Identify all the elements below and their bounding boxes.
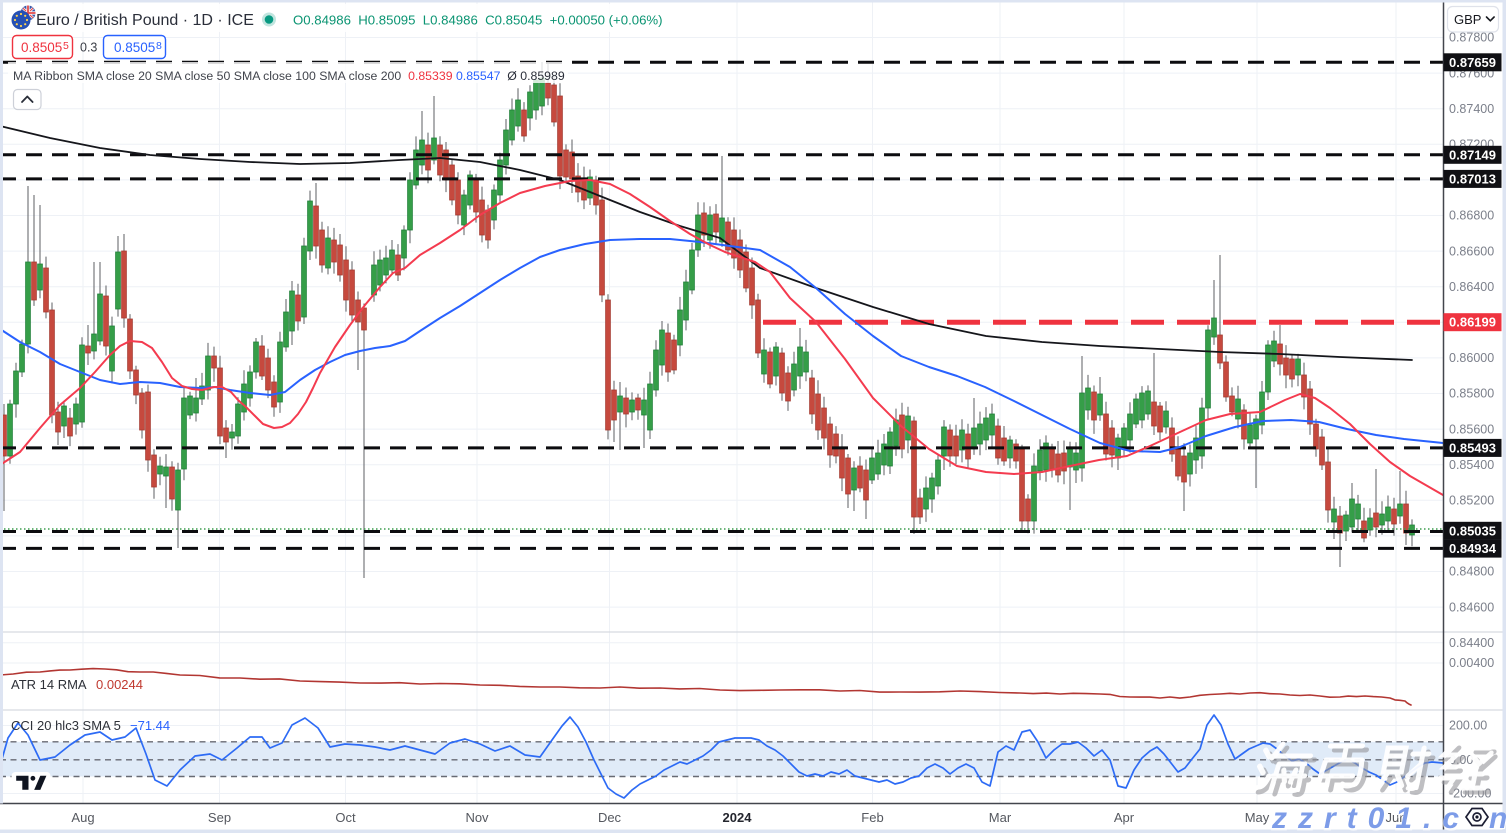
svg-text:0.84400: 0.84400 (1449, 636, 1494, 650)
svg-text:0.86000: 0.86000 (1449, 351, 1494, 365)
svg-text:MA Ribbon SMA close 20 SMA clo: MA Ribbon SMA close 20 SMA close 50 SMA … (13, 69, 565, 83)
svg-text:0.3: 0.3 (80, 41, 97, 55)
svg-text:O0.84986 H0.85095 L0.84986: O0.84986 H0.85095 L0.84986 C0.85045 +0.0… (293, 13, 663, 28)
svg-text:0.86400: 0.86400 (1449, 280, 1494, 294)
svg-text:0.00244: 0.00244 (96, 677, 143, 692)
svg-text:May: May (1245, 810, 1270, 825)
svg-text:Feb: Feb (861, 810, 883, 825)
svg-text:0.8505: 0.8505 (21, 40, 62, 55)
svg-text:0.84600: 0.84600 (1449, 600, 1494, 614)
svg-text:0.84800: 0.84800 (1449, 565, 1494, 579)
svg-text:2024: 2024 (723, 810, 753, 825)
svg-text:8: 8 (156, 40, 162, 52)
svg-text:0.8505: 0.8505 (114, 40, 155, 55)
svg-text:Mar: Mar (989, 810, 1012, 825)
svg-text:200.00: 200.00 (1449, 719, 1487, 733)
svg-text:Dec: Dec (598, 810, 622, 825)
svg-text:0.85200: 0.85200 (1449, 494, 1494, 508)
svg-text:−71.44: −71.44 (130, 718, 170, 733)
svg-text:0.86600: 0.86600 (1449, 244, 1494, 258)
svg-text:Sep: Sep (208, 810, 231, 825)
svg-text:0.00400: 0.00400 (1449, 656, 1494, 670)
svg-text:Apr: Apr (1114, 810, 1135, 825)
svg-text:ATR 14 RMA: ATR 14 RMA (11, 677, 87, 692)
svg-text:0.86800: 0.86800 (1449, 209, 1494, 223)
svg-text:GBP: GBP (1454, 12, 1481, 27)
svg-text:0.86199: 0.86199 (1449, 315, 1496, 330)
svg-text:5: 5 (63, 40, 69, 52)
svg-text:0.87013: 0.87013 (1449, 171, 1496, 186)
svg-text:0.87800: 0.87800 (1449, 31, 1494, 45)
svg-text:0.85493: 0.85493 (1449, 440, 1496, 455)
svg-text:0.87149: 0.87149 (1449, 147, 1496, 162)
svg-text:0.85600: 0.85600 (1449, 422, 1494, 436)
svg-text:0.87400: 0.87400 (1449, 102, 1494, 116)
svg-text:n: n (1490, 803, 1506, 833)
svg-text:Euro / British Pound · 1D · IC: Euro / British Pound · 1D · ICE (36, 12, 254, 29)
svg-text:0.85400: 0.85400 (1449, 458, 1494, 472)
svg-text:Oct: Oct (335, 810, 356, 825)
svg-text:Aug: Aug (71, 810, 94, 825)
svg-text:Nov: Nov (465, 810, 489, 825)
svg-text:0.85035: 0.85035 (1449, 523, 1496, 538)
svg-text:zzrt01.c: zzrt01.c (1271, 802, 1470, 833)
svg-text:0.84934: 0.84934 (1449, 541, 1497, 556)
svg-text:n: n (1489, 802, 1506, 833)
svg-text:0.87659: 0.87659 (1449, 55, 1496, 70)
svg-text:Jun: Jun (1386, 810, 1407, 825)
svg-text:CCI 20 hlc3 SMA 5: CCI 20 hlc3 SMA 5 (11, 718, 121, 733)
svg-text:0.85800: 0.85800 (1449, 387, 1494, 401)
svg-text:zzrt01.c: zzrt01.c (1272, 803, 1471, 833)
